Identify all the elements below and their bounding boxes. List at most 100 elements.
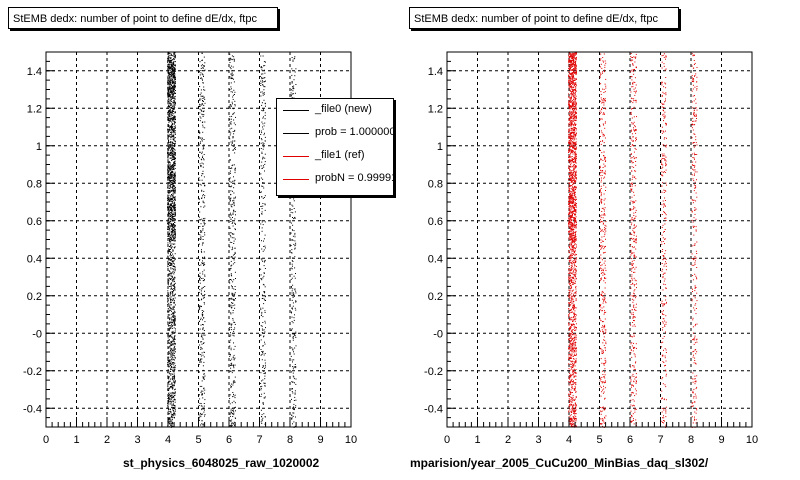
data-point <box>573 114 574 116</box>
data-point <box>294 75 296 77</box>
data-point <box>202 286 204 288</box>
data-point <box>202 158 204 160</box>
data-point <box>168 65 170 67</box>
data-point <box>174 103 176 105</box>
data-point <box>570 420 572 422</box>
data-point <box>263 413 265 415</box>
data-point <box>170 141 172 142</box>
data-point <box>571 122 573 124</box>
data-point <box>167 192 169 194</box>
data-point <box>174 321 176 323</box>
data-point <box>173 193 175 195</box>
data-point <box>170 424 172 426</box>
data-point <box>204 375 206 377</box>
data-point <box>230 104 232 106</box>
data-point <box>569 205 571 207</box>
data-point <box>263 249 265 251</box>
data-point <box>172 312 174 314</box>
data-point <box>292 60 294 62</box>
data-point <box>171 65 173 67</box>
data-point <box>172 240 174 242</box>
data-point <box>233 243 235 244</box>
data-point <box>201 336 203 338</box>
data-point <box>174 362 176 364</box>
data-point <box>200 250 202 252</box>
data-point <box>264 259 266 261</box>
data-point <box>202 114 204 116</box>
data-point <box>167 93 169 95</box>
data-point <box>171 285 173 287</box>
data-point <box>201 140 203 142</box>
data-point <box>568 62 570 64</box>
data-point <box>174 367 176 369</box>
data-point <box>167 116 169 118</box>
data-point <box>263 89 265 91</box>
data-point <box>264 286 266 288</box>
data-point <box>294 335 296 337</box>
data-point <box>173 69 174 71</box>
data-point <box>571 281 572 283</box>
data-point <box>234 170 236 172</box>
data-point <box>294 392 296 394</box>
data-point <box>172 377 174 379</box>
data-point <box>569 138 571 140</box>
data-point <box>231 203 233 205</box>
data-point <box>234 149 236 150</box>
data-point <box>170 198 172 200</box>
data-point <box>202 338 204 340</box>
data-point <box>292 205 294 207</box>
data-point <box>168 206 170 208</box>
data-point <box>294 366 296 368</box>
data-point <box>168 135 170 137</box>
data-point <box>575 56 577 58</box>
data-point <box>570 248 572 250</box>
data-point <box>174 320 176 322</box>
data-point <box>171 75 172 77</box>
data-point <box>169 318 171 320</box>
data-point <box>167 389 169 391</box>
data-point <box>169 80 171 82</box>
data-point <box>570 399 572 401</box>
data-point <box>570 200 572 202</box>
data-point <box>574 53 576 55</box>
data-point <box>169 210 171 212</box>
data-point <box>569 128 571 130</box>
data-point <box>203 110 205 112</box>
data-point <box>572 349 574 351</box>
data-point <box>173 399 175 401</box>
data-point <box>174 177 176 179</box>
data-point <box>171 176 173 178</box>
data-point <box>570 403 572 405</box>
data-point <box>168 105 170 107</box>
data-point <box>168 192 170 194</box>
data-point <box>234 364 236 366</box>
data-point <box>264 221 266 223</box>
data-point <box>173 151 175 153</box>
data-point <box>292 348 294 350</box>
data-point <box>572 324 574 326</box>
data-point <box>173 364 175 366</box>
data-point <box>232 407 234 409</box>
data-point <box>573 97 575 99</box>
data-point <box>572 176 573 178</box>
data-point <box>575 59 577 61</box>
data-point <box>168 94 170 96</box>
data-point <box>174 198 176 200</box>
data-point <box>167 321 169 323</box>
data-point <box>168 147 170 149</box>
data-point <box>170 214 171 216</box>
data-point <box>260 82 262 84</box>
data-point <box>168 128 170 130</box>
data-point <box>569 328 571 330</box>
data-point <box>200 95 202 97</box>
x-tick-label: 8 <box>287 434 293 446</box>
data-point <box>569 221 571 223</box>
data-point <box>173 306 175 308</box>
data-point <box>168 413 170 415</box>
data-point <box>174 92 176 94</box>
data-point <box>171 86 173 88</box>
data-point <box>172 210 174 212</box>
data-point <box>173 269 175 271</box>
data-point <box>170 349 172 351</box>
data-point <box>172 359 174 361</box>
